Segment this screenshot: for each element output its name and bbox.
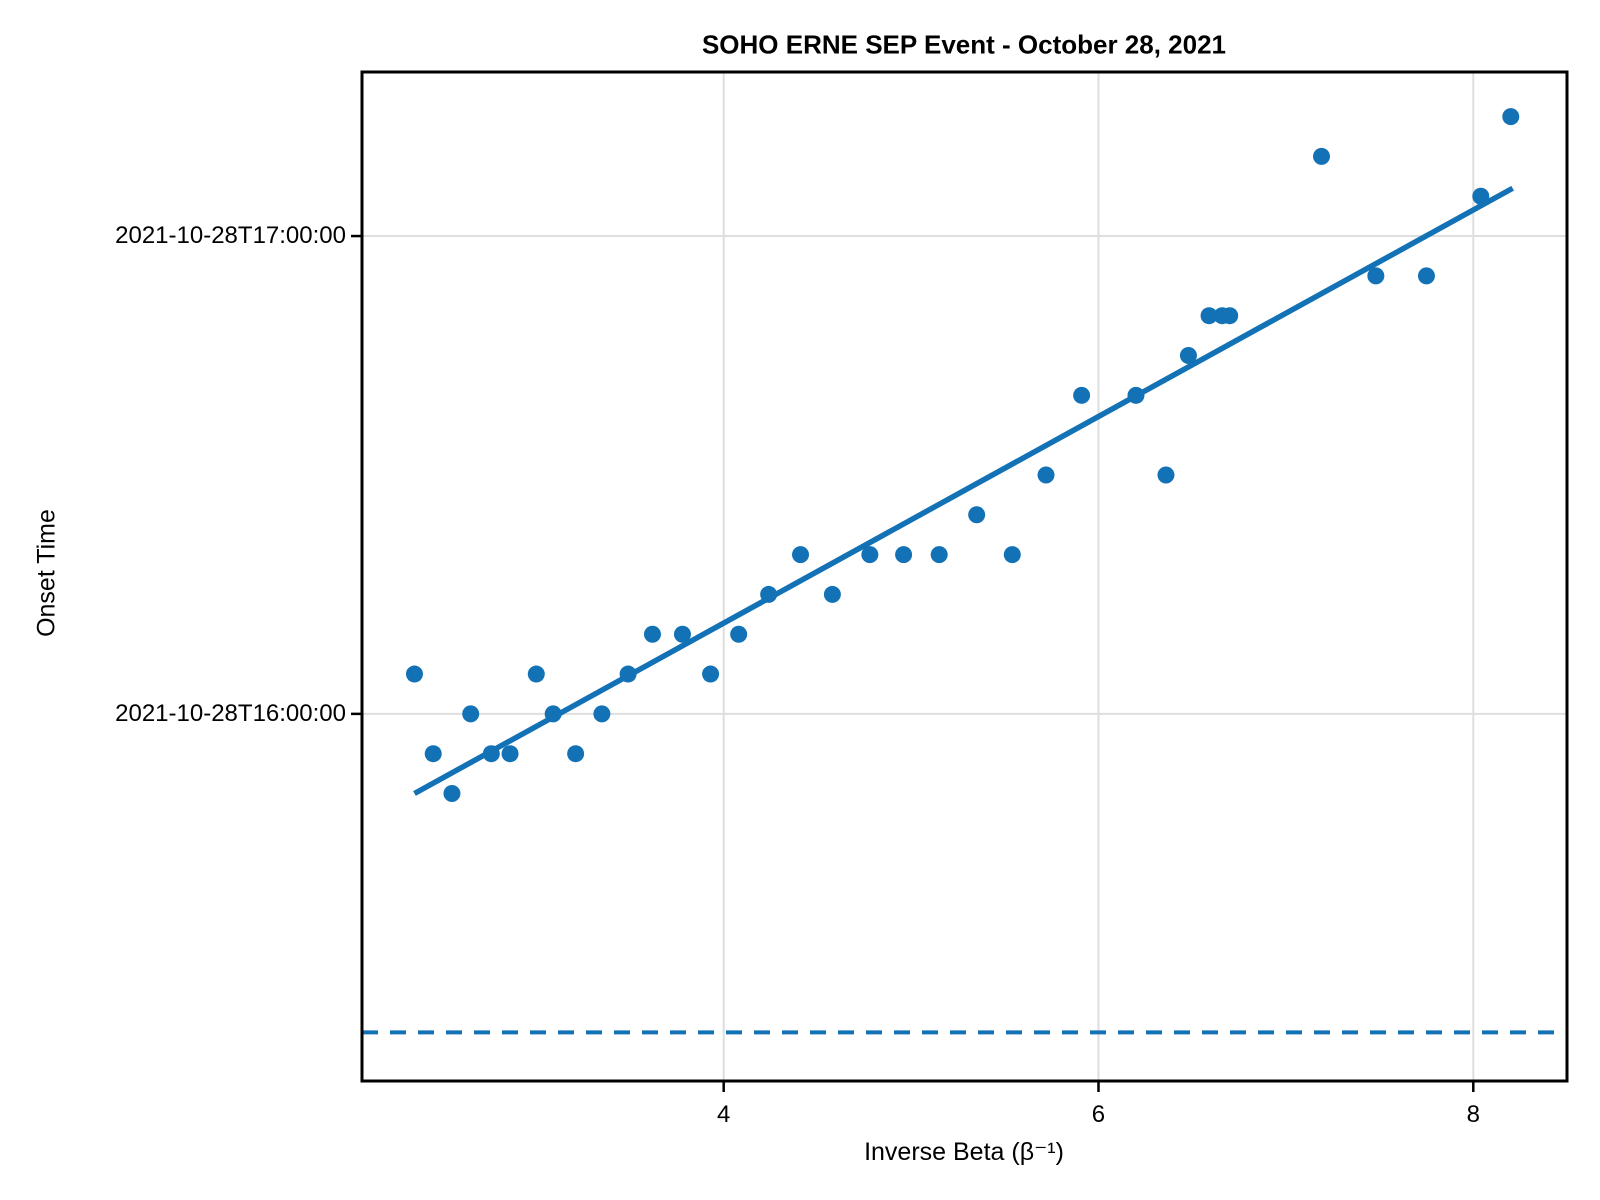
data-point [792,546,810,564]
data-point [619,665,637,683]
data-point [593,705,611,723]
data-point [1003,546,1021,564]
data-point [1417,267,1435,285]
data-point [1127,386,1145,404]
data-point [1073,386,1091,404]
data-point [567,745,585,763]
y-tick-label: 2021-10-28T17:00:00 [115,222,346,250]
data-point [527,665,545,683]
data-point [462,705,480,723]
data-point [968,506,986,524]
data-point [405,665,423,683]
data-point [1472,187,1490,205]
data-point [730,625,748,643]
data-point [760,585,778,603]
fit-line [413,185,1514,796]
data-point [443,785,461,803]
data-point [1367,267,1385,285]
data-point [1200,307,1218,325]
x-tick-label: 4 [716,1101,731,1128]
plot-frame [360,70,1569,1083]
data-point [1037,466,1055,484]
x-tick-label: 6 [1091,1101,1106,1128]
data-point [501,745,519,763]
data-point [673,625,691,643]
x-axis-label: Inverse Beta (β⁻¹) [864,1138,1064,1166]
data-point [1502,108,1520,126]
chart-title: SOHO ERNE SEP Event - October 28, 2021 [701,29,1227,60]
data-point [861,546,879,564]
data-point [424,745,442,763]
y-axis-label: Onset Time [32,509,61,637]
data-point [1179,347,1197,365]
data-point [643,625,661,643]
y-tick-label: 2021-10-28T16:00:00 [115,699,346,727]
data-point [702,665,720,683]
data-point [895,546,913,564]
data-point [930,546,948,564]
data-point [1157,466,1175,484]
data-point [1221,307,1239,325]
data-point [823,585,841,603]
data-point [482,745,500,763]
x-tick-label: 8 [1466,1101,1480,1128]
data-point [1313,147,1331,165]
data-point [544,705,562,723]
